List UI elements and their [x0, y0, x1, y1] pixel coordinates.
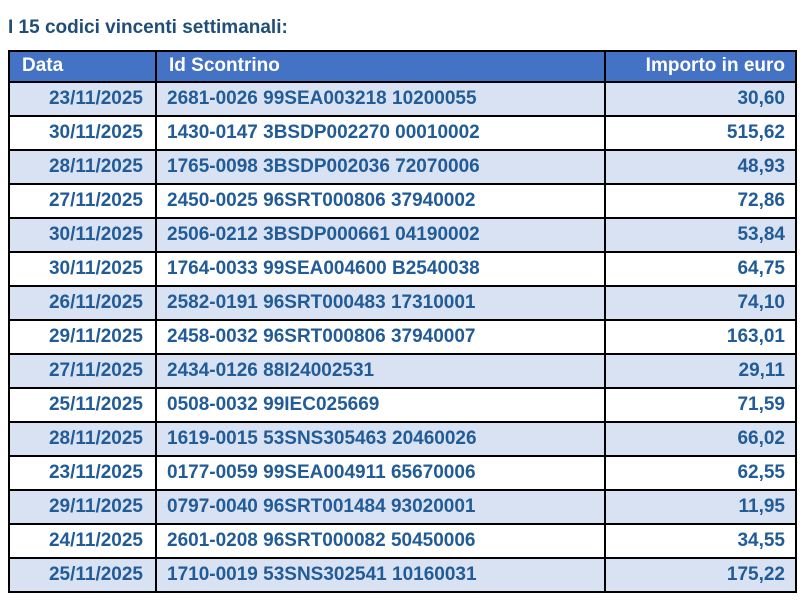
table-row: 25/11/2025 0508-0032 99IEC025669 71,59 [8, 387, 797, 423]
table-body: 23/11/2025 2681-0026 99SEA003218 10200055… [8, 81, 797, 593]
table-row: 29/11/2025 2458-0032 96SRT000806 37940007… [8, 319, 797, 355]
table-row: 28/11/2025 1765-0098 3BSDP002036 72070006… [8, 149, 797, 185]
table-header-row: Data Id Scontrino Importo in euro [8, 50, 797, 83]
cell-data: 27/11/2025 [8, 353, 157, 389]
cell-importo: 74,10 [604, 285, 797, 321]
cell-data: 27/11/2025 [8, 183, 157, 219]
table-row: 23/11/2025 2681-0026 99SEA003218 10200055… [8, 81, 797, 117]
cell-importo: 53,84 [604, 217, 797, 253]
cell-data: 23/11/2025 [8, 455, 157, 491]
cell-id-scontrino: 2506-0212 3BSDP000661 04190002 [155, 217, 606, 253]
table-row: 24/11/2025 2601-0208 96SRT000082 50450006… [8, 523, 797, 559]
cell-importo: 48,93 [604, 149, 797, 185]
cell-id-scontrino: 1619-0015 53SNS305463 20460026 [155, 421, 606, 457]
page-title: I 15 codici vincenti settimanali: [8, 17, 288, 38]
cell-importo: 72,86 [604, 183, 797, 219]
column-header-importo-in-euro: Importo in euro [604, 50, 797, 83]
cell-id-scontrino: 1764-0033 99SEA004600 B2540038 [155, 251, 606, 287]
column-header-data: Data [8, 50, 157, 83]
table-row: 29/11/2025 0797-0040 96SRT001484 93020001… [8, 489, 797, 525]
cell-data: 29/11/2025 [8, 319, 157, 355]
cell-importo: 62,55 [604, 455, 797, 491]
cell-importo: 34,55 [604, 523, 797, 559]
cell-importo: 515,62 [604, 115, 797, 151]
cell-id-scontrino: 1765-0098 3BSDP002036 72070006 [155, 149, 606, 185]
cell-data: 30/11/2025 [8, 115, 157, 151]
table-row: 26/11/2025 2582-0191 96SRT000483 17310001… [8, 285, 797, 321]
cell-importo: 11,95 [604, 489, 797, 525]
cell-data: 26/11/2025 [8, 285, 157, 321]
cell-id-scontrino: 2681-0026 99SEA003218 10200055 [155, 81, 606, 117]
cell-importo: 163,01 [604, 319, 797, 355]
cell-id-scontrino: 2434-0126 88I24002531 [155, 353, 606, 389]
cell-importo: 64,75 [604, 251, 797, 287]
cell-data: 28/11/2025 [8, 149, 157, 185]
cell-id-scontrino: 2458-0032 96SRT000806 37940007 [155, 319, 606, 355]
winning-codes-table: Data Id Scontrino Importo in euro 23/11/… [8, 50, 797, 593]
cell-importo: 30,60 [604, 81, 797, 117]
cell-id-scontrino: 1710-0019 53SNS302541 10160031 [155, 557, 606, 593]
cell-id-scontrino: 2582-0191 96SRT000483 17310001 [155, 285, 606, 321]
cell-id-scontrino: 2450-0025 96SRT000806 37940002 [155, 183, 606, 219]
cell-importo: 175,22 [604, 557, 797, 593]
table-row: 27/11/2025 2434-0126 88I24002531 29,11 [8, 353, 797, 389]
column-header-id-scontrino: Id Scontrino [155, 50, 606, 83]
cell-data: 24/11/2025 [8, 523, 157, 559]
cell-data: 30/11/2025 [8, 251, 157, 287]
cell-data: 25/11/2025 [8, 557, 157, 593]
cell-data: 23/11/2025 [8, 81, 157, 117]
table-row: 30/11/2025 2506-0212 3BSDP000661 04190002… [8, 217, 797, 253]
cell-id-scontrino: 0508-0032 99IEC025669 [155, 387, 606, 423]
table-row: 25/11/2025 1710-0019 53SNS302541 10160031… [8, 557, 797, 593]
cell-importo: 71,59 [604, 387, 797, 423]
cell-id-scontrino: 0177-0059 99SEA004911 65670006 [155, 455, 606, 491]
table-row: 23/11/2025 0177-0059 99SEA004911 65670006… [8, 455, 797, 491]
table-row: 30/11/2025 1764-0033 99SEA004600 B2540038… [8, 251, 797, 287]
cell-id-scontrino: 2601-0208 96SRT000082 50450006 [155, 523, 606, 559]
cell-importo: 29,11 [604, 353, 797, 389]
table-row: 27/11/2025 2450-0025 96SRT000806 37940002… [8, 183, 797, 219]
cell-data: 25/11/2025 [8, 387, 157, 423]
cell-id-scontrino: 1430-0147 3BSDP002270 00010002 [155, 115, 606, 151]
cell-data: 29/11/2025 [8, 489, 157, 525]
cell-importo: 66,02 [604, 421, 797, 457]
table-row: 28/11/2025 1619-0015 53SNS305463 20460026… [8, 421, 797, 457]
cell-data: 30/11/2025 [8, 217, 157, 253]
cell-data: 28/11/2025 [8, 421, 157, 457]
cell-id-scontrino: 0797-0040 96SRT001484 93020001 [155, 489, 606, 525]
table-row: 30/11/2025 1430-0147 3BSDP002270 00010002… [8, 115, 797, 151]
